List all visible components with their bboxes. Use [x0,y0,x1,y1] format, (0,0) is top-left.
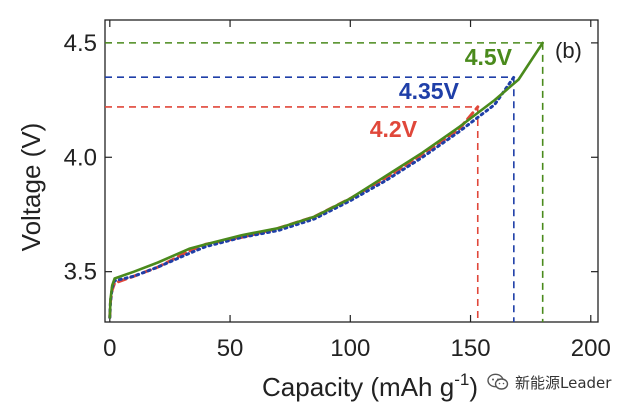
x-axis-title: Capacity (mAh g-1) [262,370,478,402]
x-tick-label: 200 [571,335,611,362]
y-tick-label: 4.5 [64,30,97,57]
y-tick-label: 3.5 [64,259,97,286]
panel-label: (b) [555,38,582,63]
series-line [108,105,480,319]
x-tick-label: 150 [451,335,491,362]
cutoff-label: 4.35V [399,78,460,104]
x-tick-label: 0 [103,335,116,362]
series-line [108,75,516,319]
cutoff-label: 4.2V [370,116,418,142]
watermark-text: 新能源Leader [515,373,612,392]
plot-frame [104,19,599,323]
series-line [108,41,544,319]
watermark: 新能源Leader [487,370,611,394]
wechat-icon [487,373,509,391]
plot-area: 0 50 100 150 200 3.5 4.0 4.5 4.5V4.35V 4.2V [64,19,611,362]
x-tick-label: 50 [217,335,244,362]
y-axis-title: Voltage (V) [16,123,46,252]
y-tick-label: 4.0 [64,144,97,171]
cutoff-label: 4.5V [465,44,513,70]
x-tick-label: 100 [330,335,370,362]
